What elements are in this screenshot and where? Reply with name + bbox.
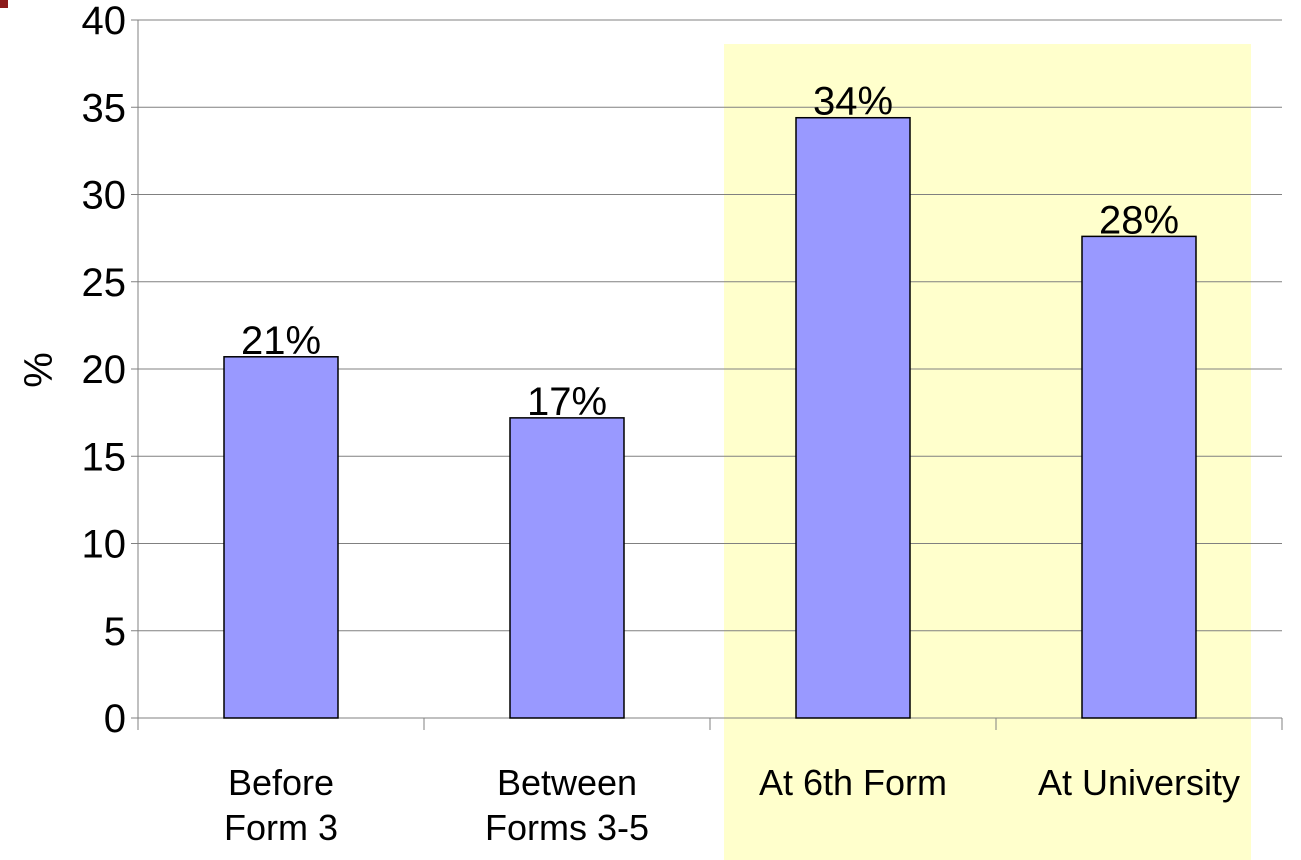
y-tick-label: 20 [82, 348, 127, 392]
bar [509, 417, 625, 719]
value-label: 17% [527, 380, 607, 424]
x-tick-label: Before Form 3 [224, 762, 338, 848]
y-tick-label: 10 [82, 523, 127, 567]
corner-marker [0, 0, 8, 8]
y-tick-label: 15 [82, 435, 127, 479]
x-tick-label: Between Forms 3-5 [485, 762, 649, 848]
value-label: 34% [813, 80, 893, 124]
bar [1081, 235, 1197, 719]
value-label: 28% [1099, 198, 1179, 242]
y-tick-label: 30 [82, 174, 127, 218]
y-tick-label: 25 [82, 261, 127, 305]
y-tick-label: 5 [104, 610, 126, 654]
x-tick-label: At 6th Form [759, 762, 947, 803]
bar [223, 356, 339, 719]
y-tick-label: 0 [104, 697, 126, 741]
x-tick-label: At University [1038, 762, 1240, 803]
y-tick-label: 40 [82, 0, 127, 43]
value-label: 21% [241, 319, 321, 363]
y-tick-label: 35 [82, 86, 127, 130]
bar [795, 116, 911, 719]
y-axis-label: % [17, 352, 61, 388]
